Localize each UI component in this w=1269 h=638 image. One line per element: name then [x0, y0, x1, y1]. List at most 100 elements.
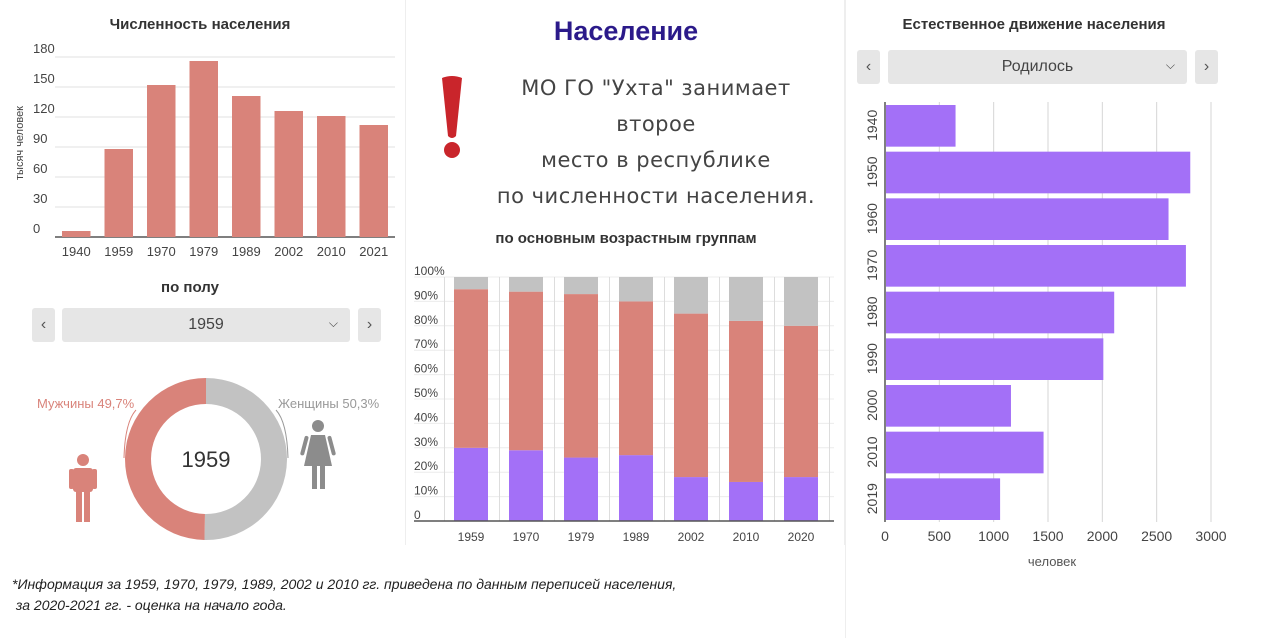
x-tick-label: 1000: [978, 528, 1009, 544]
highlight-line: место в республике: [541, 148, 771, 172]
natural-movement-chart: 0 500 1000 1500 2000 2500 3000 1940 1950 1960 1970…: [864, 102, 1227, 569]
population-bar: [104, 149, 133, 237]
y-tick-label: 90: [33, 131, 47, 146]
y-tick-label: 2019: [864, 483, 880, 514]
y-tick-label: 10%: [414, 484, 438, 498]
age-group-bar: [674, 277, 708, 314]
age-chart-title: по основным возрастным группам: [495, 230, 757, 247]
x-tick-label: 1959: [458, 530, 485, 544]
x-tick-label: 1959: [104, 244, 133, 259]
x-tick-label: 1989: [623, 530, 650, 544]
male-slice: [124, 378, 206, 540]
female-leader-line: [275, 409, 289, 459]
gender-prev-button[interactable]: ‹: [32, 308, 55, 342]
age-group-bar: [454, 289, 488, 448]
donut-center-label: 1959: [182, 447, 231, 472]
movement-type-select[interactable]: Родилось ⌵: [888, 50, 1187, 84]
highlight-line: по численности населения.: [496, 184, 816, 208]
population-bar: [232, 96, 261, 237]
y-tick-label: 1960: [864, 203, 880, 234]
age-group-bar: [784, 477, 818, 521]
gender-next-button[interactable]: ›: [358, 308, 381, 342]
age-group-bar: [454, 447, 488, 521]
x-tick-label: 1979: [189, 244, 218, 259]
gender-year-select[interactable]: 1959 ⌵: [62, 308, 350, 342]
x-tick-label: 2000: [1087, 528, 1118, 544]
chevron-right-icon: ›: [366, 316, 373, 333]
y-tick-label: 80%: [414, 313, 438, 327]
age-group-bar: [564, 457, 598, 521]
movement-bar: [886, 245, 1186, 287]
left-panel: Численность населения 0 30 60 90 120 150 180 19…: [0, 0, 405, 545]
y-tick-label: 50%: [414, 386, 438, 400]
y-tick-label: 180: [33, 41, 55, 56]
age-group-bar: [509, 450, 543, 521]
x-tick-label: 1970: [513, 530, 540, 544]
age-group-bar: [784, 277, 818, 326]
x-tick-label: 2010: [733, 530, 760, 544]
y-tick-label: 30: [33, 191, 47, 206]
chevron-left-icon: ‹: [865, 58, 872, 75]
x-axis-label: человек: [1028, 554, 1077, 569]
movement-next-button[interactable]: ›: [1195, 50, 1218, 84]
highlight-text: МО ГО "Ухта" занимает второе место в рес…: [491, 70, 821, 214]
y-tick-label: 0: [33, 221, 40, 236]
y-tick-label: 60: [33, 161, 47, 176]
gender-section-title: по полу: [161, 279, 219, 296]
chevron-down-icon: ⌵: [1165, 58, 1175, 72]
exclamation-icon: [442, 76, 462, 158]
y-tick-label: 90%: [414, 288, 438, 302]
population-bar: [62, 231, 91, 237]
x-tick-label: 500: [928, 528, 952, 544]
movement-type-value: Родилось: [1001, 58, 1074, 75]
age-group-bar: [619, 455, 653, 521]
x-tick-label: 2002: [274, 244, 303, 259]
age-group-bar: [564, 294, 598, 458]
x-tick-label: 2500: [1141, 528, 1172, 544]
age-group-bar: [509, 277, 543, 292]
center-panel: Население МО ГО "Ухта" занимает второе м…: [405, 0, 845, 545]
age-group-bar: [729, 320, 763, 482]
x-tick-label: 2010: [317, 244, 346, 259]
y-tick-label: 2010: [864, 436, 880, 467]
population-bar: [359, 125, 388, 237]
y-tick-label: 1970: [864, 250, 880, 281]
male-leader-line: [123, 409, 137, 459]
x-tick-label: 2002: [678, 530, 705, 544]
age-group-bar: [674, 313, 708, 478]
age-group-bar: [619, 277, 653, 302]
movement-bar: [886, 385, 1011, 427]
chevron-right-icon: ›: [1203, 58, 1210, 75]
highlight-line: МО ГО "Ухта" занимает второе: [521, 76, 791, 136]
age-group-bar: [674, 477, 708, 521]
y-tick-label: 40%: [414, 410, 438, 424]
male-icon: [69, 454, 97, 522]
movement-bar: [886, 431, 1044, 474]
natural-movement-title: Естественное движение населения: [902, 16, 1166, 33]
page-title: Население: [553, 16, 699, 46]
movement-bar: [886, 291, 1115, 334]
population-chart: 0 30 60 90 120 150 180 1940 1959 1970 1979 1989 2002…: [14, 41, 395, 259]
gender-year-value: 1959: [188, 316, 224, 333]
x-tick-label: 0: [881, 528, 889, 544]
right-panel: Естественное движение населения ‹ Родило…: [845, 0, 1269, 638]
age-group-bar: [454, 277, 488, 290]
movement-prev-button[interactable]: ‹: [857, 50, 880, 84]
x-tick-label: 2021: [359, 244, 388, 259]
y-tick-label: 60%: [414, 362, 438, 376]
age-group-bar: [619, 301, 653, 456]
x-tick-label: 1989: [232, 244, 261, 259]
female-slice: [204, 378, 287, 540]
age-groups-chart: 0 10% 20% 30% 40% 50% 60% 70% 80% 90% 100% 1959 1970…: [414, 264, 834, 544]
y-tick-label: 1940: [864, 110, 880, 141]
y-axis-label: тысяч человек: [14, 106, 26, 180]
movement-bar: [886, 478, 1001, 520]
population-bar: [274, 111, 303, 237]
population-bar: [189, 61, 218, 237]
y-tick-label: 30%: [414, 435, 438, 449]
x-tick-label: 1500: [1032, 528, 1063, 544]
movement-bar: [886, 151, 1191, 194]
x-tick-label: 3000: [1195, 528, 1226, 544]
y-tick-label: 1950: [864, 156, 880, 187]
age-group-bar: [509, 291, 543, 451]
